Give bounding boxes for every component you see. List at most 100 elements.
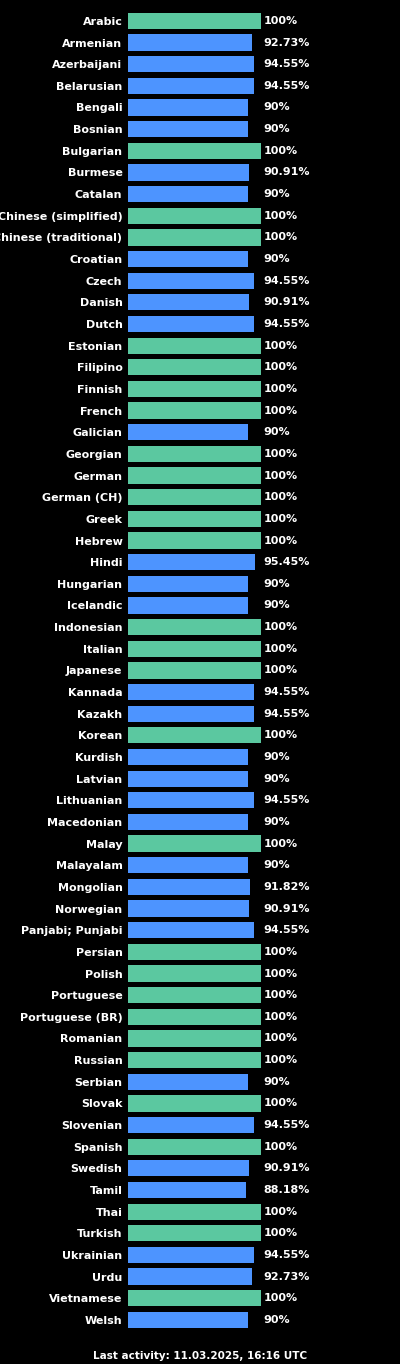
Bar [128,597,248,614]
Text: 94.55%: 94.55% [263,1249,310,1260]
Text: 90%: 90% [263,102,290,112]
Bar [128,532,261,548]
Bar [128,1269,252,1285]
Text: 90%: 90% [263,1076,290,1087]
Bar [128,229,261,246]
Bar [128,1030,261,1046]
Text: 90%: 90% [263,254,290,265]
Bar [128,143,261,160]
Bar [128,966,261,982]
Bar [128,359,261,375]
Text: 92.73%: 92.73% [263,38,310,48]
Bar [128,121,248,138]
Bar [128,1052,261,1068]
Bar [128,705,254,722]
Bar [128,663,261,678]
Bar [128,424,248,441]
Text: 94.55%: 94.55% [263,276,310,285]
Text: 100%: 100% [263,968,298,978]
Bar [128,878,250,895]
Text: 100%: 100% [263,492,298,502]
Bar [128,34,252,50]
Bar [128,749,248,765]
Text: 100%: 100% [263,449,298,458]
Bar [128,619,261,636]
Text: 100%: 100% [263,1056,298,1065]
Text: 94.55%: 94.55% [263,59,310,70]
Bar [128,1181,246,1198]
Bar [128,922,254,938]
Text: 90%: 90% [263,1315,290,1324]
Bar [128,56,254,72]
Bar [128,900,249,917]
Text: 90%: 90% [263,124,290,134]
Bar [128,1203,261,1219]
Text: 91.82%: 91.82% [263,883,310,892]
Bar [128,1095,261,1112]
Bar [128,446,261,462]
Bar [128,1247,254,1263]
Bar [128,402,261,419]
Text: 100%: 100% [263,211,298,221]
Bar [128,1312,248,1329]
Bar [128,944,261,960]
Text: 100%: 100% [263,1098,298,1109]
Bar [128,510,261,527]
Text: 94.55%: 94.55% [263,925,310,936]
Bar [128,207,261,224]
Bar [128,251,248,267]
Bar [128,814,248,831]
Text: 100%: 100% [263,730,298,741]
Bar [128,1139,261,1155]
Bar [128,12,261,29]
Text: 90%: 90% [263,752,290,762]
Text: 100%: 100% [263,644,298,653]
Text: 100%: 100% [263,839,298,848]
Text: 100%: 100% [263,622,298,632]
Text: 88.18%: 88.18% [263,1185,310,1195]
Text: 94.55%: 94.55% [263,319,310,329]
Text: 90.91%: 90.91% [263,168,310,177]
Bar [128,490,261,505]
Bar [128,295,249,311]
Text: 94.55%: 94.55% [263,795,310,805]
Text: 100%: 100% [263,990,298,1000]
Bar [128,186,248,202]
Text: 94.55%: 94.55% [263,1120,310,1129]
Bar [128,1225,261,1241]
Text: 100%: 100% [263,16,298,26]
Text: 100%: 100% [263,341,298,351]
Text: 90.91%: 90.91% [263,1163,310,1173]
Bar [128,164,249,180]
Text: 100%: 100% [263,232,298,243]
Bar [128,337,261,353]
Bar [128,316,254,331]
Text: 100%: 100% [263,405,298,416]
Bar [128,576,248,592]
Text: 100%: 100% [263,1034,298,1043]
Text: 100%: 100% [263,536,298,546]
Text: 90.91%: 90.91% [263,903,310,914]
Bar [128,1161,249,1177]
Bar [128,683,254,700]
Text: 100%: 100% [263,1229,298,1239]
Bar [128,988,261,1004]
Bar [128,771,248,787]
Bar [128,792,254,809]
Text: 94.55%: 94.55% [263,687,310,697]
Text: 100%: 100% [263,1142,298,1151]
Bar [128,641,261,657]
Bar [128,857,248,873]
Text: Last activity: 11.03.2025, 16:16 UTC: Last activity: 11.03.2025, 16:16 UTC [93,1352,307,1361]
Bar [128,273,254,289]
Text: 90%: 90% [263,861,290,870]
Text: 100%: 100% [263,383,298,394]
Bar [128,554,255,570]
Bar [128,100,248,116]
Bar [128,1073,248,1090]
Bar [128,727,261,743]
Bar [128,1117,254,1133]
Text: 90%: 90% [263,773,290,784]
Text: 94.55%: 94.55% [263,80,310,91]
Text: 100%: 100% [263,514,298,524]
